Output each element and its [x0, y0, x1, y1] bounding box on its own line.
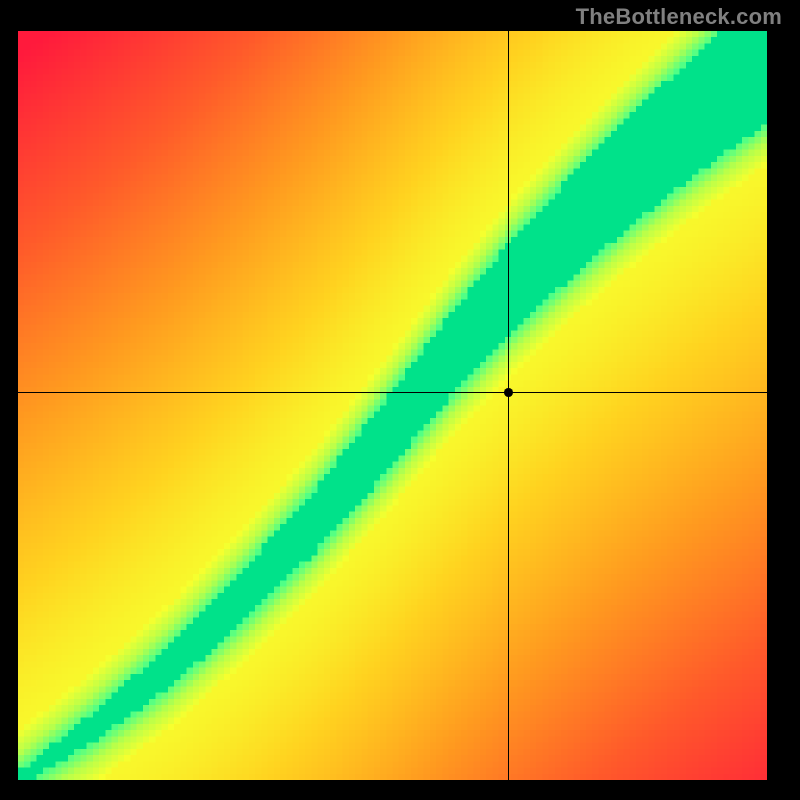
heatmap-plot — [18, 31, 767, 780]
heatmap-canvas — [18, 31, 767, 780]
chart-container: TheBottleneck.com — [0, 0, 800, 800]
crosshair-horizontal — [18, 392, 767, 393]
watermark-text: TheBottleneck.com — [576, 4, 782, 30]
crosshair-marker — [502, 386, 515, 399]
crosshair-vertical — [508, 31, 509, 780]
